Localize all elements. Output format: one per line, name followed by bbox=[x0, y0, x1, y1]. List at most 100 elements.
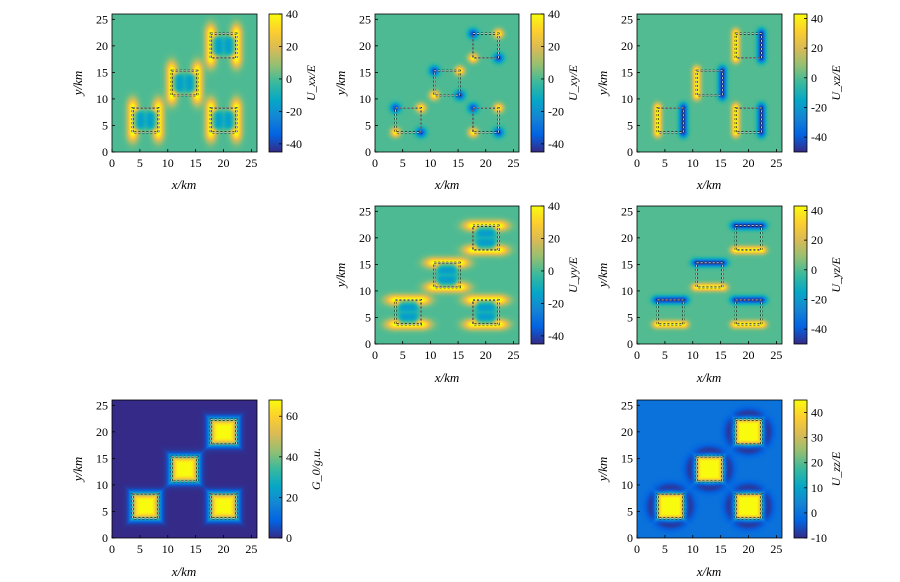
x-tick-label: 10 bbox=[162, 542, 174, 556]
x-tick-label: 15 bbox=[452, 348, 464, 362]
plot-frame bbox=[374, 205, 520, 345]
source-outline-inner bbox=[433, 70, 461, 96]
plot-frame bbox=[636, 13, 783, 153]
colorbar-tick-label: 30 bbox=[811, 431, 823, 445]
colorbar-tick-label: 0 bbox=[811, 71, 817, 85]
colorbar-gradient bbox=[268, 13, 283, 153]
colorbar-tick-label: 60 bbox=[286, 409, 298, 423]
y-tick-label: 5 bbox=[627, 504, 633, 518]
colorbar-tick-label: -20 bbox=[286, 104, 302, 118]
y-tick-label: 15 bbox=[96, 451, 108, 465]
colorbar-label-g0: G_0/g.u. bbox=[309, 448, 323, 490]
heatmap-g0 bbox=[111, 399, 258, 539]
y-tick-label: 10 bbox=[96, 478, 108, 492]
colorbar-tick-label: -40 bbox=[548, 329, 564, 343]
y-tick-label: 20 bbox=[621, 39, 633, 53]
plot-frame bbox=[111, 399, 258, 539]
plot-frame bbox=[111, 13, 258, 153]
y-tick-label: 25 bbox=[96, 398, 108, 412]
y-tick-label: 5 bbox=[365, 310, 371, 324]
source-outline-inner bbox=[132, 107, 159, 133]
ylabel-g0: y/km bbox=[70, 457, 85, 484]
heatmap-image bbox=[375, 206, 519, 344]
y-tick-label: 10 bbox=[359, 284, 371, 298]
colorbar-tick-label: 0 bbox=[811, 263, 817, 277]
x-tick-label: 0 bbox=[109, 156, 115, 170]
panel-uxz: 0 5 10 15 20 25 0 5 10 15 20 25 x/km y/km 40 20 0 -20 -… bbox=[595, 11, 843, 192]
colorbar-gradient bbox=[793, 399, 808, 539]
plot-frame bbox=[636, 205, 783, 345]
source-outline-inner bbox=[171, 456, 198, 482]
y-tick-label: 20 bbox=[96, 425, 108, 439]
heatmap-uxx bbox=[111, 13, 258, 153]
xlabel-uxy: x/km bbox=[434, 177, 460, 192]
x-tick-label: 10 bbox=[687, 542, 699, 556]
colorbar-tick-label: 20 bbox=[811, 41, 823, 55]
x-tick-label: 10 bbox=[424, 156, 436, 170]
source-outline-inner bbox=[210, 107, 237, 133]
x-tick-label: 0 bbox=[372, 156, 378, 170]
panel-uxy: 0 5 10 15 20 25 0 5 10 15 20 25 x/km y/km 40 20 0 -20 -… bbox=[333, 7, 580, 192]
colorbar-tick-label: -20 bbox=[548, 296, 564, 310]
colorbar-label-uyy: U_yy/E bbox=[566, 256, 580, 293]
colorbar-tick-label: 20 bbox=[548, 231, 560, 245]
colorbar-tick-label: 0 bbox=[548, 264, 554, 278]
colorbar-label-uxz: U_xz/E bbox=[829, 65, 843, 101]
x-tick-label: 20 bbox=[218, 542, 230, 556]
colorbar-label-uyz: U_yz/E bbox=[829, 257, 843, 293]
panel-g0: 0 5 10 15 20 25 0 5 10 15 20 25 x/km y/km 60 40 20 0 G… bbox=[70, 398, 323, 579]
colorbar-tick-label: 20 bbox=[286, 490, 298, 504]
x-tick-label: 10 bbox=[687, 156, 699, 170]
source-outline-inner bbox=[171, 70, 198, 96]
x-tick-label: 25 bbox=[770, 348, 782, 362]
source-outline-inner bbox=[395, 107, 422, 133]
source-outline-inner bbox=[395, 299, 422, 325]
x-tick-label: 20 bbox=[743, 542, 755, 556]
x-tick-label: 20 bbox=[480, 348, 492, 362]
xlabel-uyz: x/km bbox=[696, 370, 722, 385]
ticks-uxy: 0 5 10 15 20 25 0 5 10 15 20 25 bbox=[359, 12, 519, 170]
y-tick-label: 0 bbox=[627, 531, 633, 545]
heatmap-image bbox=[637, 206, 782, 344]
colorbar-label-uzz: U_zz/E bbox=[829, 451, 843, 486]
colorbar-tick-label: 20 bbox=[811, 456, 823, 470]
colorbar-gradient bbox=[530, 205, 545, 345]
colorbar-tick-label: 40 bbox=[286, 450, 298, 464]
x-tick-label: 15 bbox=[190, 156, 202, 170]
colorbar-uxz: 40 20 0 -20 -40 bbox=[793, 11, 827, 153]
colorbar-tick-label: 40 bbox=[811, 11, 823, 25]
y-tick-label: 5 bbox=[365, 118, 371, 132]
y-tick-label: 20 bbox=[359, 231, 371, 245]
x-tick-label: 15 bbox=[190, 542, 202, 556]
source-outline-inner bbox=[132, 493, 159, 519]
colorbar-tick-label: 20 bbox=[286, 39, 298, 53]
heatmap-uyy bbox=[374, 205, 520, 345]
x-tick-label: 20 bbox=[743, 156, 755, 170]
panel-uyz: 0 5 10 15 20 25 0 5 10 15 20 25 x/km y/km 40 20 0 -20 -… bbox=[595, 203, 843, 385]
colorbar-gradient bbox=[793, 13, 808, 153]
source-outline-inner bbox=[657, 107, 684, 133]
x-tick-label: 5 bbox=[662, 542, 668, 556]
ticks-uzz: 0 5 10 15 20 25 0 5 10 15 20 25 bbox=[621, 398, 782, 556]
panel-uyy: 0 5 10 15 20 25 0 5 10 15 20 25 x/km y/km 40 20 0 -20 -… bbox=[333, 199, 580, 385]
y-tick-label: 15 bbox=[621, 257, 633, 271]
source-outline-inner bbox=[433, 262, 461, 288]
source-outline-inner bbox=[735, 225, 762, 251]
xlabel-uyy: x/km bbox=[434, 370, 460, 385]
y-tick-label: 0 bbox=[627, 337, 633, 351]
y-tick-label: 15 bbox=[359, 65, 371, 79]
x-tick-label: 5 bbox=[662, 348, 668, 362]
heatmap-image bbox=[375, 14, 519, 152]
heatmap-uxy bbox=[374, 13, 520, 153]
x-tick-label: 5 bbox=[137, 156, 143, 170]
colorbar-tick-label: 20 bbox=[548, 39, 560, 53]
source-outline-inner bbox=[735, 419, 762, 445]
x-tick-label: 25 bbox=[770, 156, 782, 170]
heatmap-uxz bbox=[636, 13, 783, 153]
x-tick-label: 20 bbox=[480, 156, 492, 170]
source-outline-inner bbox=[657, 493, 684, 519]
colorbar-uzz: 40 30 20 10 0 -10 bbox=[793, 399, 827, 545]
y-tick-label: 25 bbox=[621, 398, 633, 412]
